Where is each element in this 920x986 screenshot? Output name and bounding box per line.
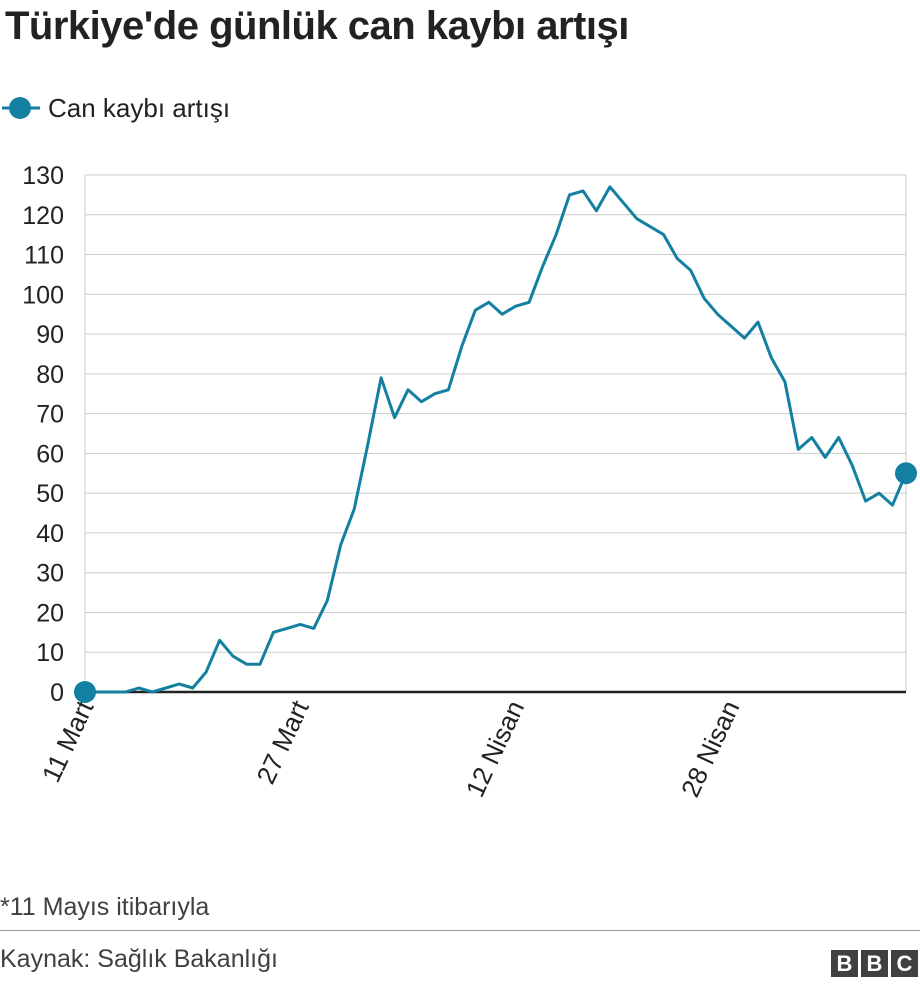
series-line: [83, 185, 908, 694]
y-tick-label: 110: [24, 242, 64, 270]
bbc-logo-letter: C: [891, 950, 918, 977]
legend-line-dot-icon: [2, 97, 40, 119]
series-end-point: [895, 462, 917, 485]
bbc-logo-letter: B: [861, 950, 888, 977]
y-tick-label: 80: [36, 361, 64, 389]
bbc-logo: B B C: [831, 950, 918, 977]
y-tick-label: 130: [22, 162, 64, 190]
y-tick-label: 20: [36, 599, 64, 627]
chart-title: Türkiye'de günlük can kaybı artışı: [5, 4, 629, 48]
x-tick-label: 28 Nisan: [675, 696, 746, 802]
y-tick-label: 90: [36, 321, 64, 349]
line-chart: 0 10 20 30 40 50 60 70 80 90 100 110 120 130 11 Mart 27…: [22, 162, 917, 802]
y-tick-label: 30: [36, 560, 64, 588]
y-tick-label: 40: [36, 520, 64, 548]
y-tick-label: 0: [50, 679, 64, 707]
y-tick-label: 120: [22, 202, 64, 230]
y-tick-label: 10: [36, 639, 64, 667]
footnote: *11 Mayıs itibarıyla: [0, 893, 210, 921]
y-tick-label: 100: [22, 281, 64, 309]
bbc-logo-letter: B: [831, 950, 858, 977]
y-tick-label: 50: [36, 480, 64, 508]
footer-divider: [0, 930, 920, 931]
source-note: Kaynak: Sağlık Bakanlığı: [0, 945, 278, 973]
y-tick-label: 60: [36, 440, 64, 468]
x-tick-label: 27 Mart: [250, 695, 315, 788]
x-tick-label: 12 Nisan: [460, 696, 531, 802]
legend: Can kaybı artışı: [0, 88, 230, 128]
y-tick-label: 70: [36, 401, 64, 429]
x-tick-label: 11 Mart: [36, 695, 100, 787]
legend-label: Can kaybı artışı: [48, 92, 231, 123]
series-start-point: [74, 681, 96, 703]
